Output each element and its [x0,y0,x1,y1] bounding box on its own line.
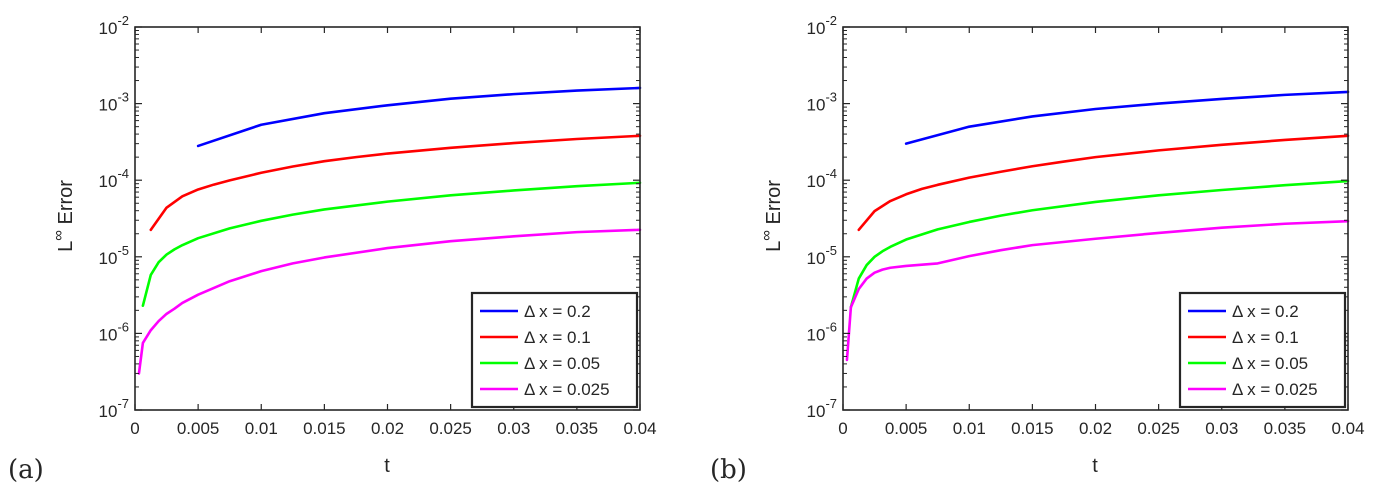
series-line-4 [137,228,642,375]
x-tick-label: 0.01 [245,419,278,438]
series-group [845,90,1350,362]
legend-label: Δ x = 0.05 [1232,354,1308,373]
y-axis-label: L∞ Error [50,180,77,252]
chart-panel-a: (a) t L∞ Error 0 0.005 0.01 0.015 0.02 0.025 0… [8,13,657,485]
series-line-2 [149,134,642,232]
y-tick-label: 10-7 [807,396,837,421]
series-line-1 [904,90,1350,145]
x-tick-label: 0.04 [1331,419,1364,438]
x-tick-label: 0.005 [885,419,928,438]
x-tick-label: 0.035 [1264,419,1307,438]
x-tick-label: 0.03 [497,419,530,438]
y-tick-label: 10-6 [99,319,129,344]
y-axis-label-sup: ∞ [50,230,67,241]
x-tick-label: 0.015 [1011,419,1054,438]
series-line-3 [141,181,642,307]
x-tick-label: 0.025 [429,419,472,438]
legend-label: Δ x = 0.1 [524,328,591,347]
x-tick-label: 0.01 [953,419,986,438]
series-group [137,86,642,375]
x-tick-label: 0 [838,419,847,438]
y-tick-label: 10-2 [807,13,837,38]
x-tick-label: 0.025 [1137,419,1180,438]
y-axis-label: L∞ Error [758,180,785,252]
legend: Δ x = 0.2 Δ x = 0.1 Δ x = 0.05 Δ x = 0.025 [470,291,639,409]
series-line-4 [845,219,1350,362]
legend-label: Δ x = 0.025 [1232,380,1318,399]
x-tick-label: 0.02 [1079,419,1112,438]
legend: Δ x = 0.2 Δ x = 0.1 Δ x = 0.05 Δ x = 0.025 [1178,291,1347,409]
y-tick-label: 10-4 [99,166,129,191]
y-tick-label: 10-3 [99,90,129,115]
y-tick-label: 10-4 [807,166,837,191]
legend-label: Δ x = 0.1 [1232,328,1299,347]
x-axis-label: t [1092,455,1098,477]
x-tick-label: 0.04 [623,419,656,438]
legend-label: Δ x = 0.2 [1232,302,1299,321]
y-axis-label-base: L [763,241,785,252]
legend-label: Δ x = 0.05 [524,354,600,373]
series-line-2 [857,134,1350,232]
x-tick-label: 0.015 [303,419,346,438]
x-axis-label: t [384,455,390,477]
x-tick-label: 0.02 [371,419,404,438]
y-axis-label-rest: Error [763,180,785,230]
y-tick-label: 10-5 [807,243,837,268]
y-axis-label-sup: ∞ [758,230,775,241]
series-line-1 [196,86,642,148]
x-tick-label: 0.035 [556,419,599,438]
y-tick-label: 10-3 [807,90,837,115]
panel-label: (a) [8,455,44,485]
y-tick-label: 10-6 [807,319,837,344]
legend-label: Δ x = 0.2 [524,302,591,321]
panel-label: (b) [710,455,747,485]
series-line-3 [849,179,1350,309]
x-tick-label: 0 [130,419,139,438]
y-tick-label: 10-2 [99,13,129,38]
legend-label: Δ x = 0.025 [524,380,610,399]
x-tick-label: 0.03 [1205,419,1238,438]
chart-panel-b: (b) t L∞ Error 0 0.005 0.01 0.015 0.02 0.025 0… [710,13,1365,485]
y-axis-label-rest: Error [55,180,77,230]
x-tick-label: 0.005 [177,419,220,438]
y-tick-label: 10-7 [99,396,129,421]
y-axis-label-base: L [55,241,77,252]
y-tick-label: 10-5 [99,243,129,268]
